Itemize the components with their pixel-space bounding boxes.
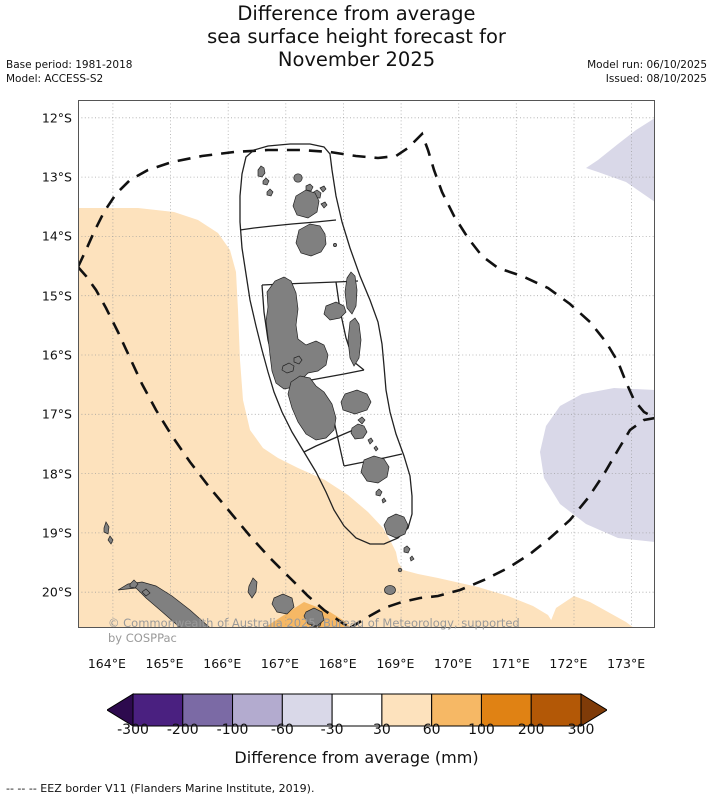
anomaly-patch-southwest-lobe (78, 432, 126, 574)
map-plot-area (78, 100, 655, 628)
longitude-tick-label: 169°E (376, 656, 415, 671)
colorbar-tick-label: 300 (567, 722, 595, 738)
latitude-tick-label: 14°S (41, 228, 72, 244)
metadata-right: Model run: 06/10/2025 Issued: 08/10/2025 (587, 58, 707, 86)
new-caledonia-landmass (103, 521, 325, 628)
latitude-axis: 12°S 13°S 14°S 15°S 16°S 17°S 18°S 19°S 20°S (0, 100, 72, 628)
colorbar-cell (232, 693, 283, 727)
model-run-label: Model run: 06/10/2025 (587, 59, 707, 71)
latitude-tick-label: 18°S (41, 466, 72, 482)
latitude-tick-label: 13°S (41, 169, 72, 185)
colorbar-tick-label: -300 (117, 722, 149, 738)
copyright-credit: © Commonwealth of Australia 2025, Bureau… (108, 616, 520, 645)
colorbar-cell (182, 693, 234, 727)
vanuatu-islands (257, 165, 415, 595)
colorbar-tick-label: 200 (517, 722, 545, 738)
longitude-tick-label: 171°E (491, 656, 530, 671)
colorbar-cell (331, 693, 383, 727)
colorbar-tick-label: -60 (270, 722, 294, 738)
colorbar-tick-label: -200 (166, 722, 199, 738)
colorbar-swatches (107, 693, 607, 727)
longitude-axis: 164°E 165°E 166°E 167°E 168°E 169°E 170°E 171°E… (0, 656, 713, 676)
longitude-tick-label: 167°E (260, 656, 299, 671)
title-line-1: Difference from average (237, 2, 476, 25)
eez-border-line-south (349, 416, 655, 628)
latitude-tick-label: 17°S (41, 406, 72, 422)
anomaly-patch-southwest (78, 208, 556, 628)
colorbar-tick-label: 100 (468, 722, 495, 738)
colorbar-cell (281, 693, 333, 727)
colorbar-tick-label: -30 (320, 722, 344, 738)
longitude-tick-label: 172°E (549, 656, 588, 671)
latitude-tick-label: 16°S (41, 347, 72, 363)
colorbar (0, 692, 713, 732)
longitude-tick-label: 166°E (203, 656, 242, 671)
colorbar-tick-label: 30 (372, 722, 391, 738)
longitude-tick-label: 164°E (87, 656, 126, 671)
longitude-tick-label: 170°E (434, 656, 473, 671)
colorbar-tick-label: -100 (216, 722, 249, 738)
colorbar-cell (132, 693, 184, 727)
longitude-tick-label: 168°E (318, 656, 357, 671)
latitude-tick-label: 20°S (41, 584, 72, 600)
anomaly-patch-east (540, 388, 655, 542)
eez-border-line-west (78, 266, 351, 628)
colorbar-cell (530, 693, 582, 727)
longitude-tick-label: 165°E (145, 656, 184, 671)
issued-label: Issued: 08/10/2025 (605, 73, 707, 85)
colorbar-tick-label: 60 (422, 722, 441, 738)
latitude-tick-label: 12°S (41, 110, 72, 126)
colorbar-cell (431, 693, 482, 727)
model-label: Model: ACCESS-S2 (6, 73, 104, 85)
anomaly-patch-southeast (548, 596, 634, 628)
colorbar-over-arrow (580, 693, 607, 727)
eez-border-line (78, 131, 655, 420)
eez-legend-footnote: -- -- -- EEZ border V11 (Flanders Marine… (6, 782, 315, 795)
colorbar-cell (480, 693, 532, 727)
base-period-label: Base period: 1981-2018 (6, 59, 133, 71)
title-line-3: November 2025 (277, 48, 436, 71)
anomaly-patch-northeast (586, 118, 655, 202)
colorbar-tick-labels: -300 -200 -100 -60 -30 30 60 100 200 300 (0, 722, 713, 742)
title-line-2: sea surface height forecast for (207, 25, 506, 48)
latitude-tick-label: 19°S (41, 525, 72, 541)
page-title: Difference from average sea surface heig… (0, 2, 713, 71)
latitude-tick-label: 15°S (41, 288, 72, 304)
map-gridlines (78, 100, 655, 628)
colorbar-title: Difference from average (mm) (234, 748, 479, 767)
longitude-tick-label: 173°E (607, 656, 646, 671)
metadata-left: Base period: 1981-2018 Model: ACCESS-S2 (6, 58, 132, 86)
